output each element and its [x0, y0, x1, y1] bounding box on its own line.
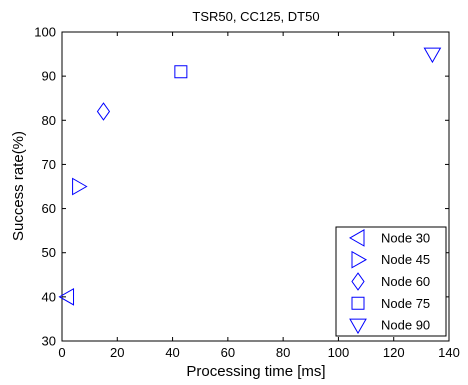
legend-marker-triangle-down: [349, 318, 367, 335]
legend-marker-diamond: [351, 272, 365, 291]
legend-box: [335, 226, 447, 337]
x-tick-label: 80: [276, 345, 290, 360]
x-axis-title: Processing time [ms]: [186, 363, 325, 380]
legend-marker-triangle-right: [351, 250, 368, 269]
chart-title: TSR50, CC125, DT50: [192, 9, 319, 24]
x-tick-label: 100: [328, 345, 350, 360]
data-point-diamond: [96, 102, 111, 121]
legend-label: Node 75: [381, 296, 430, 311]
x-tick-label: 0: [58, 345, 65, 360]
legend-label: Node 60: [381, 274, 430, 289]
data-point-triangle-down: [423, 47, 442, 64]
y-tick-label: 70: [42, 157, 56, 172]
y-tick-label: 40: [42, 289, 56, 304]
legend-label: Node 45: [381, 252, 430, 267]
y-tick-label: 80: [42, 113, 56, 128]
data-point-triangle-left: [58, 287, 75, 306]
plot-area: 0 20 40 60 80 100 120 140 30 40 50 60 70 80 90 100: [34, 25, 460, 361]
y-tick-label: 90: [42, 69, 56, 84]
y-tick-label: 50: [42, 245, 56, 260]
y-tick-label: 30: [42, 334, 56, 349]
y-tick-label: 60: [42, 201, 56, 216]
legend: Node 30 Node 45 Node 60 Node 75 Node 90: [335, 226, 447, 337]
y-tick-label: 100: [34, 25, 56, 40]
legend-marker-triangle-left: [348, 229, 365, 247]
x-tick-label: 60: [221, 345, 235, 360]
y-axis-title: Success rate(%): [10, 131, 27, 241]
legend-marker-square: [351, 296, 365, 310]
data-point-square: [174, 65, 188, 79]
data-point-triangle-right: [72, 177, 88, 196]
x-tick-label: 20: [110, 345, 124, 360]
x-tick-label: 140: [438, 345, 460, 360]
legend-label: Node 90: [381, 318, 430, 333]
x-tick-label: 120: [383, 345, 405, 360]
legend-label: Node 30: [381, 230, 430, 245]
x-tick-label: 40: [165, 345, 179, 360]
